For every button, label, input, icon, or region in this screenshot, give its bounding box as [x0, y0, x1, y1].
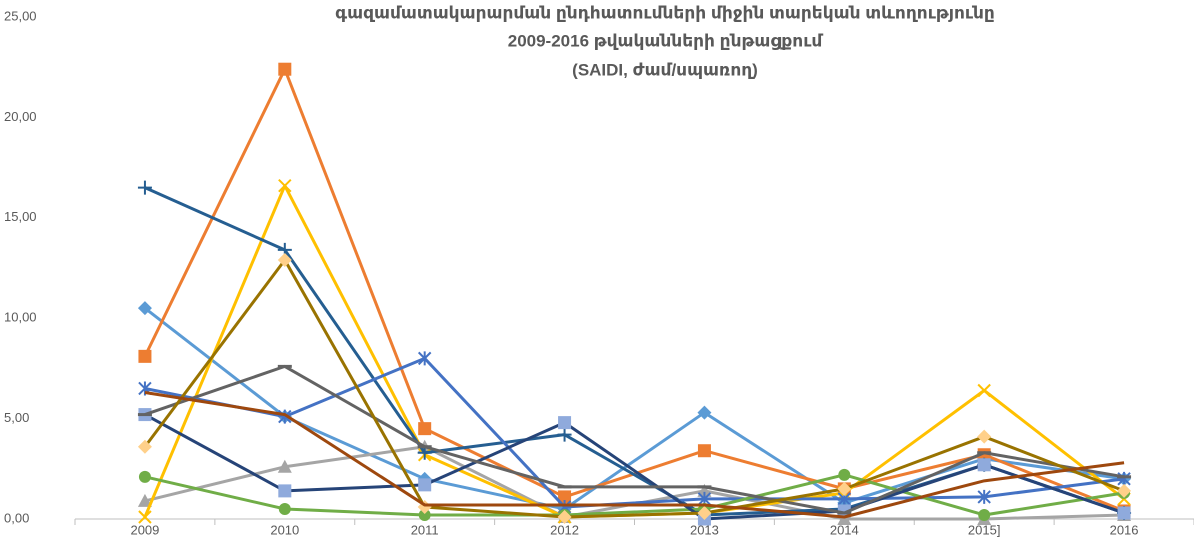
marker [977, 458, 991, 472]
marker [697, 505, 712, 520]
y-tick-label: 25,00 [4, 8, 37, 23]
y-tick-label: 20,00 [4, 109, 37, 124]
x-tick-label: 2009 [130, 522, 159, 537]
chart-title: 2009-2016 թվականների ընթացքում [508, 31, 824, 50]
marker [137, 180, 152, 195]
series-line [144, 306, 1125, 511]
marker [697, 483, 712, 497]
x-tick-label: 2016 [1110, 522, 1139, 537]
y-tick-label: 15,00 [4, 209, 37, 224]
marker [278, 178, 292, 193]
series-line [144, 364, 1125, 515]
marker [1117, 483, 1132, 498]
marker [977, 489, 991, 504]
x-tick-label: 2010 [270, 522, 299, 537]
marker [558, 416, 572, 430]
series-line [144, 356, 1125, 509]
marker [417, 351, 432, 366]
x-tick-label: 2015] [968, 522, 1001, 537]
chart-title: գազամատակարարման ընդհատումների միջին տար… [335, 3, 995, 22]
marker [418, 478, 432, 492]
series-line [144, 473, 1125, 517]
chart-title: (SAIDI, ժամ/սպառող) [572, 60, 758, 79]
marker [557, 427, 572, 442]
marker [837, 481, 852, 496]
series-line [143, 258, 1125, 519]
x-tick-label: 2014 [830, 522, 859, 537]
marker [557, 509, 572, 524]
series-line [143, 67, 1125, 513]
marker [278, 484, 292, 498]
y-tick-label: 0,00 [4, 510, 29, 525]
marker [138, 349, 152, 363]
marker [277, 459, 292, 473]
marker [137, 439, 152, 454]
marker [278, 62, 292, 76]
marker [277, 252, 292, 267]
series-line [144, 413, 1125, 521]
marker [697, 444, 711, 458]
marker [278, 502, 291, 515]
x-tick-label: 2013 [690, 522, 719, 537]
marker [138, 470, 151, 483]
marker [418, 422, 432, 436]
series-line [144, 391, 1125, 519]
x-tick-label: 2012 [550, 522, 579, 537]
marker [978, 508, 991, 521]
marker [837, 512, 852, 525]
marker [137, 493, 152, 507]
marker [137, 301, 152, 316]
marker [977, 429, 992, 444]
y-tick-label: 10,00 [4, 310, 37, 325]
marker [697, 405, 712, 420]
y-tick-label: 5,00 [4, 410, 29, 425]
marker [558, 490, 572, 504]
x-tick-label: 2011 [411, 522, 439, 537]
marker [838, 468, 851, 481]
marker [1117, 506, 1131, 520]
marker [977, 383, 991, 398]
marker [418, 508, 431, 521]
marker [138, 510, 152, 524]
